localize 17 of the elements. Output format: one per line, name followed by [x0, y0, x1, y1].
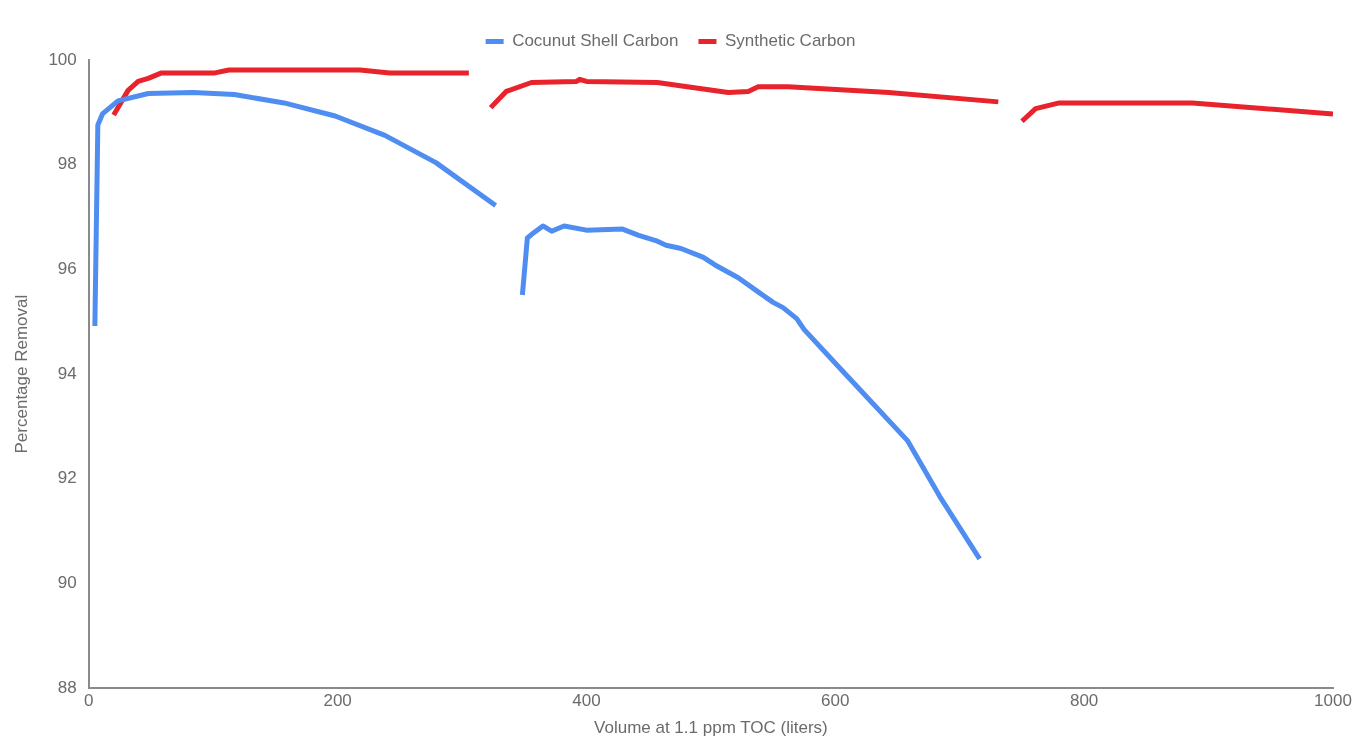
x-axis-title: Volume at 1.1 ppm TOC (liters) [594, 718, 828, 738]
x-tick-label: 800 [1069, 691, 1099, 711]
y-axis-title: Percentage Removal [11, 294, 31, 454]
y-tick-label: 88 [57, 677, 77, 697]
y-tick-label: 98 [57, 154, 77, 174]
y-tick-label: 100 [48, 49, 77, 69]
y-tick-label: 92 [57, 468, 77, 488]
legend-label: Cocunut Shell Carbon [512, 31, 679, 51]
x-tick-label: 1000 [1314, 691, 1352, 711]
y-tick-label: 90 [57, 573, 77, 593]
legend-label: Synthetic Carbon [724, 31, 856, 51]
x-tick-label: 600 [821, 691, 850, 711]
y-tick-label: 94 [57, 363, 77, 383]
x-tick-label: 200 [323, 691, 352, 711]
x-tick-label: 400 [572, 691, 601, 711]
y-tick-label: 96 [57, 259, 77, 279]
x-tick-label: 0 [84, 691, 94, 711]
